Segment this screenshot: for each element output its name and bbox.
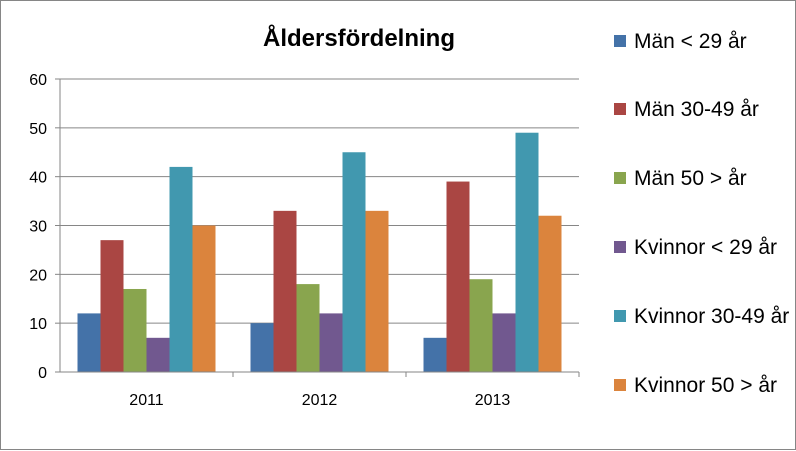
- legend-label: Män 30-49 år: [634, 98, 759, 121]
- x-tick-label: 2013: [475, 392, 511, 409]
- bars: [77, 132, 562, 372]
- legend-label: Kvinnor 30-49 år: [634, 305, 789, 328]
- legend-swatch: [614, 241, 626, 253]
- legend-swatch: [614, 103, 626, 115]
- legend-swatch: [614, 310, 626, 322]
- bar: [365, 210, 389, 372]
- bar: [423, 337, 447, 372]
- bar: [538, 215, 562, 372]
- legend-label: Kvinnor 50 > år: [634, 374, 777, 397]
- legend-label: Män 50 > år: [634, 167, 747, 190]
- legend-swatch: [614, 35, 626, 47]
- bar: [192, 225, 216, 372]
- x-tick-label: 2012: [302, 392, 338, 409]
- y-tick-label: 10: [29, 316, 47, 333]
- bar: [100, 240, 124, 372]
- bar: [77, 313, 101, 372]
- bar: [492, 313, 516, 372]
- bar: [319, 313, 343, 372]
- y-tick-label: 50: [29, 121, 47, 138]
- axes: [59, 79, 580, 377]
- legend: Män < 29 år Män 30-49 år Män 50 > år Kvinno…: [614, 30, 789, 397]
- bar: [446, 181, 470, 372]
- bar: [273, 210, 297, 372]
- bar: [169, 166, 193, 372]
- bar: [146, 337, 170, 372]
- y-tick-label: 0: [38, 365, 47, 382]
- bar: [250, 323, 274, 372]
- bar: [296, 284, 320, 372]
- x-axis-ticks: 2011 2012 2013: [129, 392, 510, 409]
- bar: [123, 288, 147, 372]
- bar: [342, 152, 366, 372]
- legend-label: Kvinnor < 29 år: [634, 236, 777, 259]
- x-tick-label: 2011: [129, 392, 164, 409]
- y-tick-label: 60: [29, 72, 47, 89]
- y-tick-label: 20: [29, 267, 47, 284]
- y-tick-label: 40: [29, 170, 47, 187]
- bar: [469, 279, 493, 372]
- legend-swatch: [614, 379, 626, 391]
- legend-swatch: [614, 172, 626, 184]
- legend-label: Män < 29 år: [634, 30, 747, 53]
- chart-title: Åldersfördelning: [263, 24, 455, 52]
- y-tick-label: 30: [29, 219, 47, 236]
- bar: [515, 132, 539, 372]
- y-axis-ticks: 0 10 20 30 40 50 60: [29, 72, 47, 382]
